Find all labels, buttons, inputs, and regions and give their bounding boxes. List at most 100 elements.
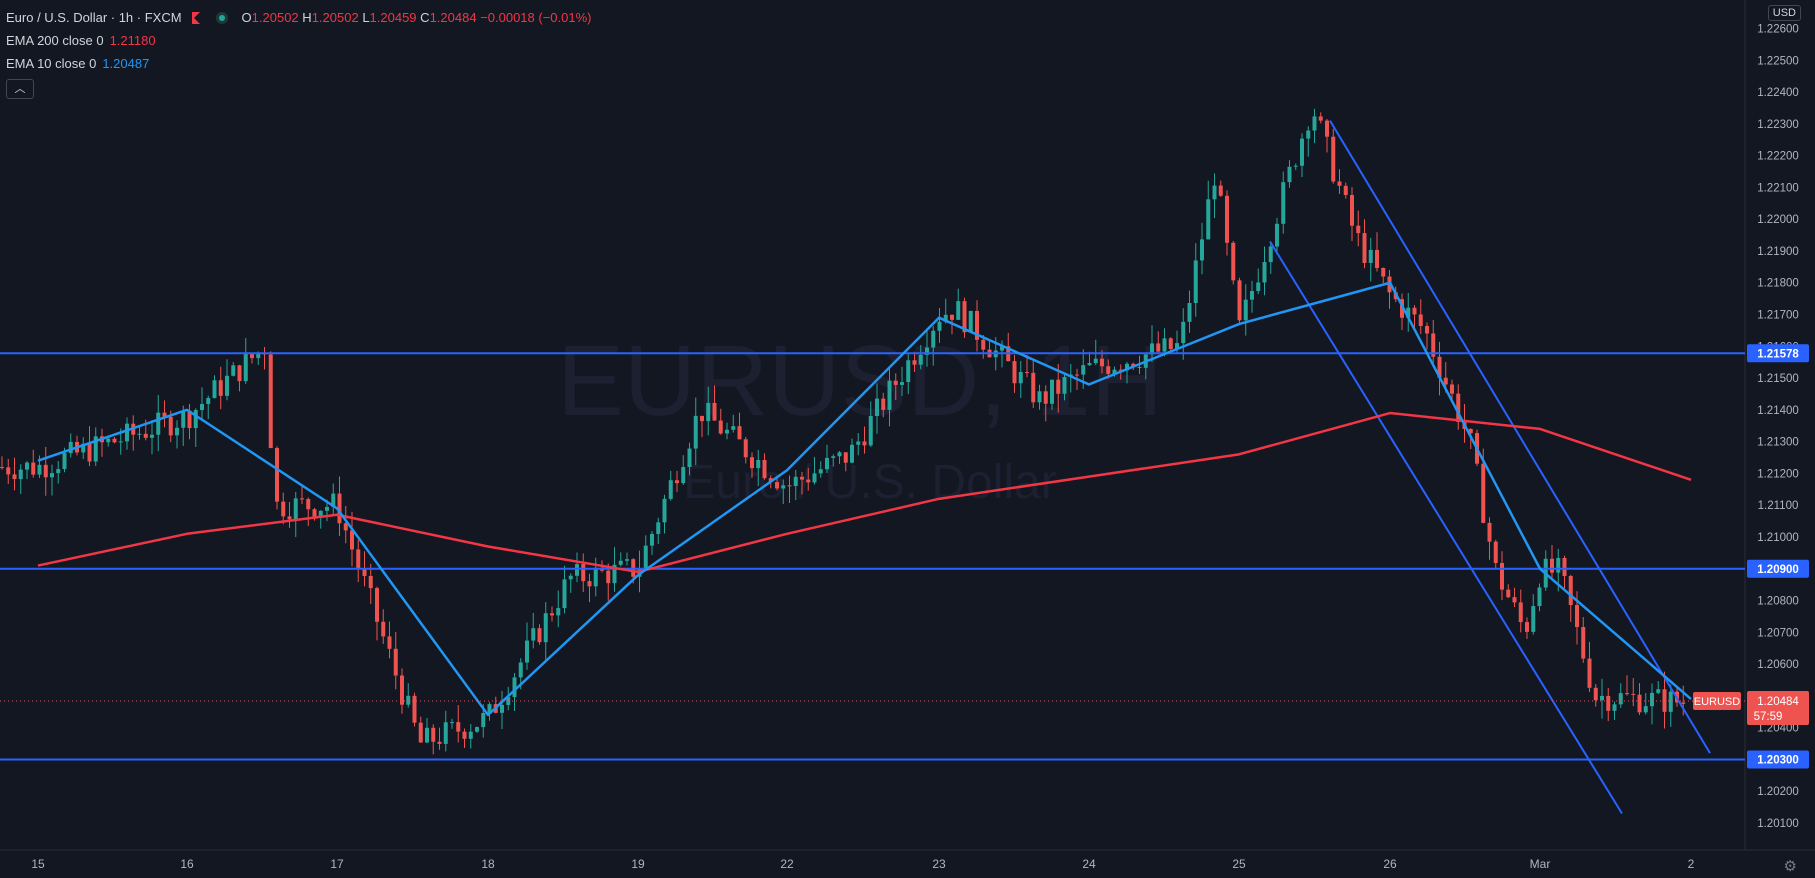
candle-body: [687, 448, 692, 467]
y-tick-label: 1.21400: [1757, 405, 1799, 417]
candle-body: [143, 433, 148, 438]
candle-body: [1562, 557, 1567, 576]
collapse-legend-button[interactable]: ︿: [6, 79, 34, 99]
candle-body: [56, 469, 61, 474]
last-price-label: 1.20484: [1757, 696, 1799, 708]
candle-body: [218, 380, 223, 396]
candle-body: [681, 466, 686, 484]
candle-body: [981, 339, 986, 350]
candle-body: [137, 433, 142, 435]
indicator-ema200[interactable]: EMA 200 close 0 1.21180: [6, 33, 156, 48]
candle-body: [1650, 692, 1654, 707]
candle-body: [812, 473, 817, 483]
candle-body: [856, 441, 861, 445]
candle-body: [1225, 195, 1229, 243]
candle-body: [662, 498, 667, 523]
candle-body: [487, 704, 492, 713]
candle-body: [756, 459, 761, 469]
currency-label[interactable]: USD: [1767, 5, 1801, 21]
candle-body: [1587, 658, 1592, 688]
candle-body: [1175, 343, 1179, 350]
candle-body: [693, 415, 698, 449]
candle-body: [437, 741, 442, 744]
candle-body: [775, 482, 779, 489]
candle-body: [1025, 372, 1029, 374]
candle-body: [1525, 622, 1529, 632]
candle-body: [731, 426, 736, 430]
ema10-line: [37, 281, 1692, 717]
candle-body: [1481, 463, 1486, 523]
x-tick-label: 16: [180, 857, 194, 871]
y-tick-label: 1.20700: [1757, 627, 1799, 639]
candle-body: [568, 575, 573, 580]
candle-body: [1000, 346, 1004, 351]
candle-body: [968, 310, 973, 333]
candle-body: [187, 410, 192, 429]
candle-body: [50, 473, 54, 478]
level-price-tag: [1747, 344, 1809, 363]
candle-body: [912, 360, 917, 365]
x-tick-label: 18: [481, 857, 495, 871]
candle-body: [400, 675, 404, 705]
candle-body: [181, 410, 186, 428]
candle-body: [587, 581, 592, 587]
x-tick-label: 26: [1383, 857, 1397, 871]
candle-body: [706, 402, 711, 422]
candle-body: [1350, 195, 1354, 226]
candle-body: [1156, 343, 1161, 352]
candle-body: [800, 476, 804, 480]
candle-body: [243, 354, 248, 382]
x-tick-label: 23: [932, 857, 946, 871]
candle-body: [168, 416, 173, 436]
candle-body: [543, 613, 548, 643]
candle-body: [431, 727, 436, 742]
y-tick-label: 1.21000: [1757, 532, 1799, 544]
y-tick-label: 1.21900: [1757, 246, 1799, 258]
symbol-tag-label: EURUSD: [1694, 696, 1741, 708]
candle-body: [656, 522, 661, 534]
candle-body: [875, 398, 879, 417]
x-tick-label: 15: [31, 857, 45, 871]
candle-body: [12, 474, 17, 480]
flag-icon[interactable]: [191, 11, 200, 24]
candle-body: [1593, 687, 1598, 701]
symbol-title[interactable]: Euro / U.S. Dollar · 1h · FXCM: [6, 10, 182, 25]
candle-body: [1293, 165, 1298, 167]
candle-body: [462, 731, 467, 739]
candle-body: [31, 462, 36, 475]
candle-body: [62, 453, 67, 470]
candle-body: [1125, 363, 1129, 371]
candle-body: [93, 436, 98, 462]
candle-body: [306, 498, 311, 510]
ema200-line: [37, 411, 1692, 574]
candle-body: [25, 462, 29, 470]
countdown-label: 57:59: [1754, 711, 1783, 723]
candle-body: [43, 464, 48, 478]
candle-body: [1531, 606, 1536, 632]
y-tick-label: 1.21700: [1757, 310, 1799, 322]
candle-body: [1362, 233, 1367, 263]
candle-body: [1668, 691, 1673, 712]
gear-icon[interactable]: ⚙: [1783, 858, 1797, 875]
candle-body: [781, 485, 786, 489]
candle-body: [768, 478, 773, 483]
candle-body: [881, 398, 886, 410]
candle-body: [362, 568, 367, 576]
candle-body: [1468, 428, 1473, 434]
candle-body: [406, 695, 411, 705]
candle-body: [1581, 626, 1586, 659]
candle-body: [212, 380, 217, 399]
indicator-ema10[interactable]: EMA 10 close 0 1.20487: [6, 56, 150, 71]
candle-body: [1356, 225, 1361, 234]
candle-body: [412, 695, 417, 723]
candle-body: [825, 457, 829, 470]
candle-body: [250, 354, 254, 359]
trendline: [1329, 120, 1711, 754]
candle-body: [1231, 242, 1236, 281]
candle-body: [1625, 693, 1629, 695]
candle-body: [643, 545, 648, 570]
candle-body: [962, 301, 967, 333]
candle-body: [1150, 343, 1154, 355]
candle-body: [1637, 694, 1642, 713]
